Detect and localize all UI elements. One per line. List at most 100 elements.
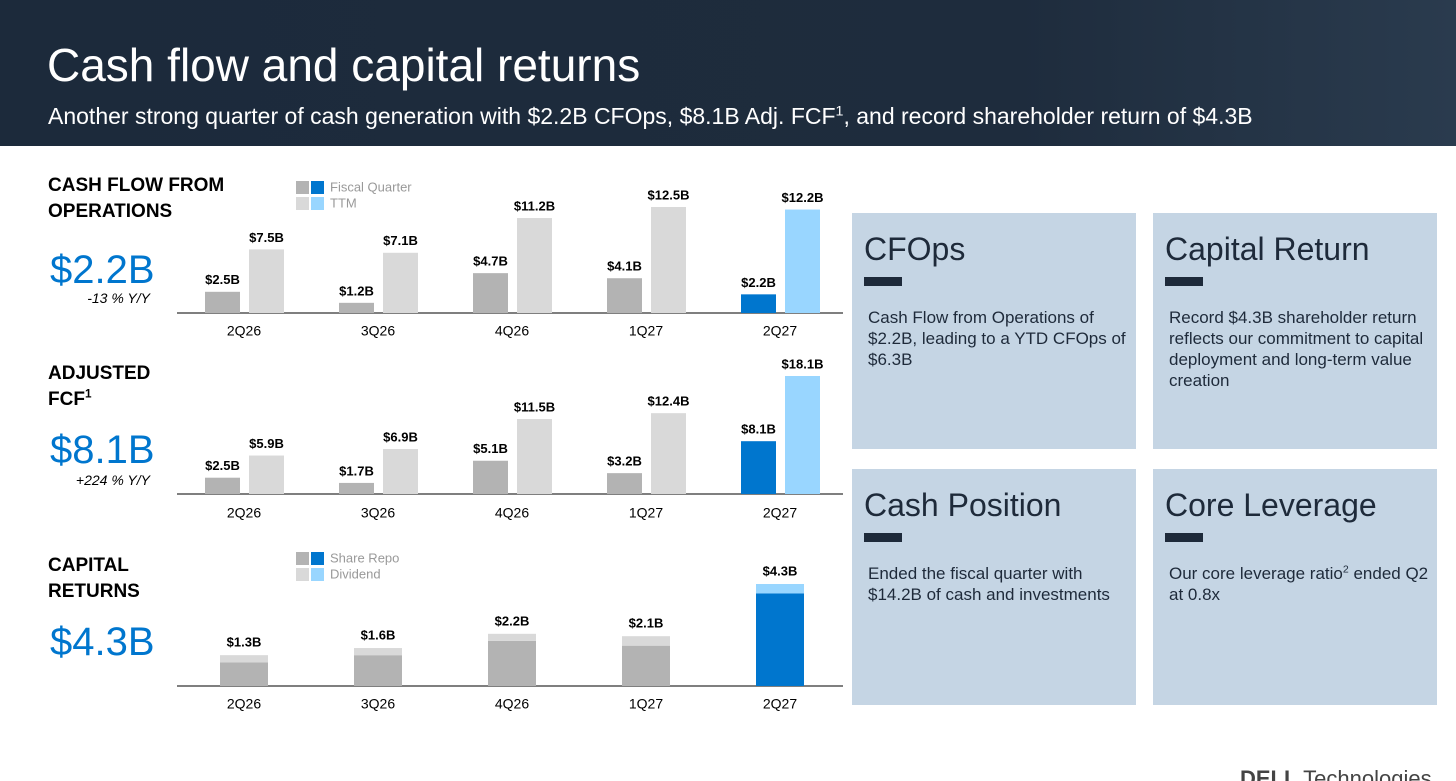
info-card: CFOps Cash Flow from Operations of $2.2B,… xyxy=(852,213,1136,449)
x-tick-label: 2Q27 xyxy=(763,696,797,712)
chart-title-text: ADJUSTED FCF xyxy=(48,363,151,410)
chart-title: CAPITAL RETURNS xyxy=(48,553,168,605)
bar-segment xyxy=(220,662,268,686)
chart-title-text: CASH FLOW FROM OPERATIONS xyxy=(48,175,225,222)
card-dash xyxy=(1165,277,1203,286)
card-dash xyxy=(864,533,902,542)
value-label: $6.9B xyxy=(383,429,418,444)
card-body: Record $4.3B shareholder return reflects… xyxy=(1169,307,1431,391)
legend-label: Dividend xyxy=(330,566,381,581)
logo-mark: DELL xyxy=(1240,766,1298,781)
value-label: $12.5B xyxy=(648,187,690,202)
headline-value: $2.2B xyxy=(50,248,155,292)
bar xyxy=(517,218,552,313)
yoy-change: +224 % Y/Y xyxy=(75,472,150,488)
bar-segment xyxy=(488,640,536,686)
footnote-mark: 1 xyxy=(84,387,92,401)
value-label: $5.1B xyxy=(473,441,508,456)
card-body: Our core leverage ratio2 ended Q2 at 0.8… xyxy=(1169,563,1431,605)
bar xyxy=(607,473,642,494)
bar xyxy=(383,449,418,494)
bar xyxy=(473,460,508,494)
value-label: $18.1B xyxy=(782,356,824,371)
bar xyxy=(339,482,374,494)
bar-segment xyxy=(220,655,268,663)
value-label: $12.2B xyxy=(782,190,824,205)
footnote-mark: 1 xyxy=(835,103,844,120)
logo: DELL Technologies xyxy=(1240,766,1432,781)
card-title: Core Leverage xyxy=(1165,487,1377,523)
value-label: $4.7B xyxy=(473,254,508,269)
legend-label: Share Repo xyxy=(330,550,399,565)
total-label: $1.6B xyxy=(361,627,396,642)
header-band xyxy=(0,0,1456,146)
bar xyxy=(517,419,552,494)
card-body: Cash Flow from Operations of $2.2B, lead… xyxy=(868,307,1130,370)
bar-segment xyxy=(354,655,402,686)
legend-swatch xyxy=(296,181,309,194)
x-tick-label: 4Q26 xyxy=(495,505,529,521)
x-tick-label: 2Q26 xyxy=(227,323,261,339)
card-dash xyxy=(864,277,902,286)
total-label: $1.3B xyxy=(227,635,262,650)
card-body-text: Our core leverage ratio xyxy=(1169,564,1343,583)
bar-segment xyxy=(354,648,402,656)
card-title: Capital Return xyxy=(1165,231,1370,267)
legend-swatch xyxy=(311,181,324,194)
bar-segment xyxy=(756,584,804,594)
bar xyxy=(205,477,240,494)
bar xyxy=(785,209,820,313)
logo-text: Technologies xyxy=(1303,766,1432,781)
legend-label: Fiscal Quarter xyxy=(330,179,412,194)
card-body-text: Cash Flow from Operations of $2.2B, lead… xyxy=(868,308,1126,369)
headline-value: $8.1B xyxy=(50,428,155,472)
x-tick-label: 1Q27 xyxy=(629,696,663,712)
card-title: Cash Position xyxy=(864,487,1062,523)
bar xyxy=(785,376,820,494)
value-label: $2.5B xyxy=(205,458,240,473)
bar xyxy=(249,249,284,313)
bar xyxy=(651,207,686,313)
x-tick-label: 1Q27 xyxy=(629,505,663,521)
bar-segment xyxy=(622,645,670,686)
value-label: $11.2B xyxy=(514,198,555,213)
total-label: $2.1B xyxy=(629,616,664,631)
bar-segment xyxy=(622,636,670,646)
bar xyxy=(741,441,776,494)
x-tick-label: 2Q26 xyxy=(227,505,261,521)
subtitle-text: , and record shareholder return of $4.3B xyxy=(843,103,1253,129)
card-dash xyxy=(1165,533,1203,542)
value-label: $2.5B xyxy=(205,272,240,287)
chart-title-text: CAPITAL RETURNS xyxy=(48,555,140,602)
x-tick-label: 1Q27 xyxy=(629,323,663,339)
value-label: $11.5B xyxy=(514,399,555,414)
chart-title: CASH FLOW FROM OPERATIONS xyxy=(48,173,248,225)
legend-swatch xyxy=(296,552,309,565)
headline-value: $4.3B xyxy=(50,620,155,664)
bar xyxy=(741,294,776,313)
yoy-change: -13 % Y/Y xyxy=(87,290,150,306)
bar xyxy=(205,291,240,313)
card-body-text: Ended the fiscal quarter with $14.2B of … xyxy=(868,564,1110,604)
bar xyxy=(607,278,642,313)
x-tick-label: 3Q26 xyxy=(361,505,395,521)
legend-swatch xyxy=(296,197,309,210)
bar-segment xyxy=(488,633,536,641)
x-tick-label: 2Q27 xyxy=(763,505,797,521)
card-title: CFOps xyxy=(864,231,966,267)
bar xyxy=(651,413,686,494)
legend-swatch xyxy=(311,568,324,581)
bar xyxy=(383,252,418,313)
bar xyxy=(339,302,374,313)
card-body-text: Record $4.3B shareholder return reflects… xyxy=(1169,308,1424,390)
total-label: $2.2B xyxy=(495,613,530,628)
legend-swatch xyxy=(311,552,324,565)
value-label: $1.2B xyxy=(339,283,374,298)
slide-title: Cash flow and capital returns xyxy=(47,39,641,91)
value-label: $7.1B xyxy=(383,233,418,248)
x-tick-label: 4Q26 xyxy=(495,696,529,712)
bar xyxy=(473,273,508,313)
legend-label: TTM xyxy=(330,195,357,210)
